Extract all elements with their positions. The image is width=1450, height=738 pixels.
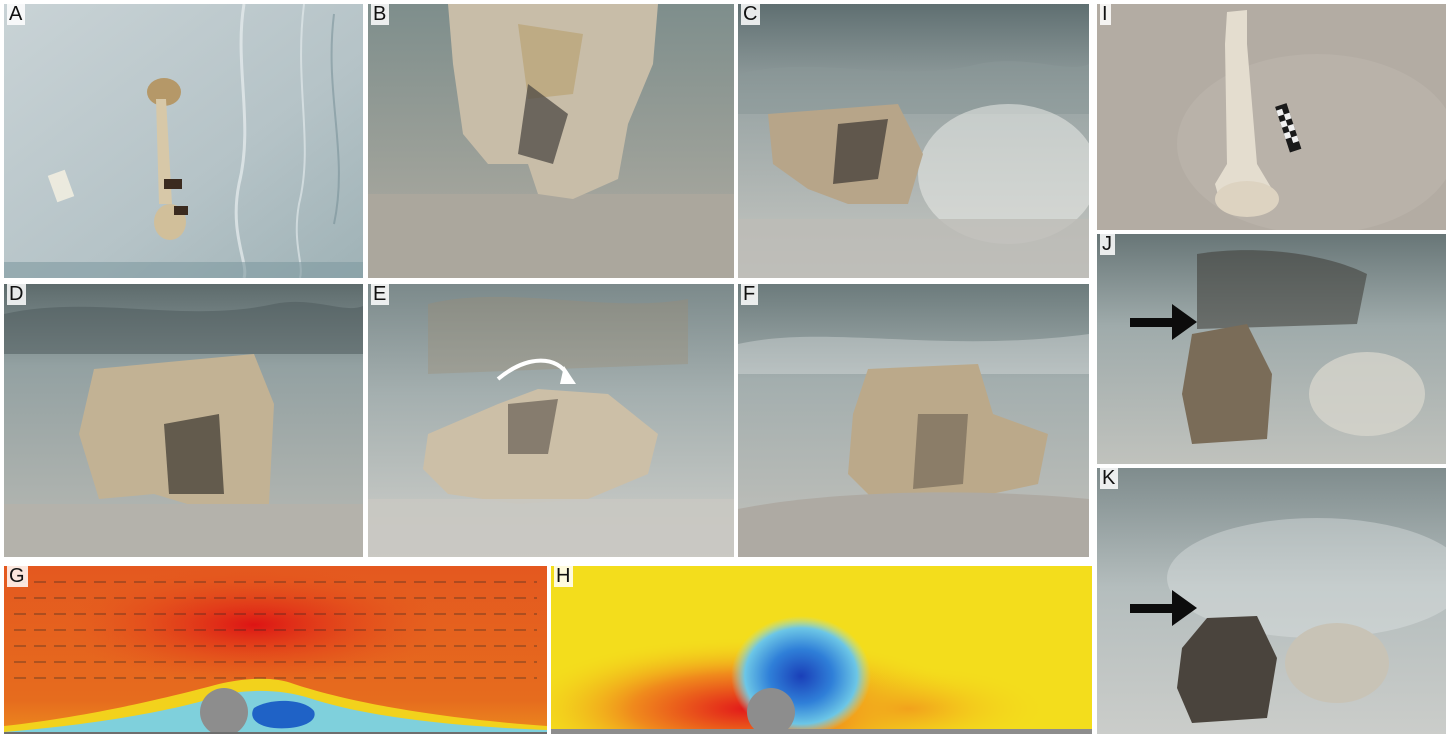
panel-j: J xyxy=(1097,234,1446,464)
panel-h: H xyxy=(551,566,1092,734)
panel-a-label: A xyxy=(7,4,26,25)
bone-icon xyxy=(448,4,658,199)
bone-icon xyxy=(147,78,188,240)
panel-h-pressure-field xyxy=(551,566,1092,734)
panel-e-label: E xyxy=(371,284,390,305)
panel-c-label: C xyxy=(741,4,761,25)
bone-icon xyxy=(1215,10,1279,217)
panel-g-label: G xyxy=(7,566,28,587)
panel-b-photo xyxy=(368,4,734,278)
bone-icon xyxy=(768,104,923,204)
panel-d: D xyxy=(4,284,363,557)
panel-c-photo xyxy=(738,4,1089,278)
panel-b-label: B xyxy=(371,4,390,25)
panel-a: A xyxy=(4,4,363,278)
panel-i-label: I xyxy=(1100,4,1111,25)
black-arrow-icon xyxy=(1130,304,1197,340)
bone-icon xyxy=(423,389,658,504)
panel-d-photo xyxy=(4,284,363,557)
bone-icon xyxy=(1177,616,1389,723)
panel-k: K xyxy=(1097,468,1446,734)
curved-arrow-icon xyxy=(496,358,576,384)
panel-k-photo xyxy=(1097,468,1446,734)
panel-c: C xyxy=(738,4,1089,278)
panel-g-velocity-field xyxy=(4,566,547,734)
panel-j-photo xyxy=(1097,234,1446,464)
panel-f-photo xyxy=(738,284,1089,557)
panel-e-photo xyxy=(368,284,734,557)
panel-i: I xyxy=(1097,4,1446,230)
bone-icon xyxy=(848,364,1048,504)
panel-i-photo xyxy=(1097,4,1446,230)
panel-g: G xyxy=(4,566,547,734)
panel-b: B xyxy=(368,4,734,278)
bone-icon xyxy=(1182,324,1425,444)
panel-j-label: J xyxy=(1100,234,1115,255)
panel-k-label: K xyxy=(1100,468,1119,489)
bone-icon xyxy=(79,354,274,509)
panel-d-label: D xyxy=(7,284,27,305)
panel-a-photo xyxy=(4,4,363,278)
panel-e: E xyxy=(368,284,734,557)
black-arrow-icon xyxy=(1130,590,1197,626)
panel-f-label: F xyxy=(741,284,759,305)
panel-h-label: H xyxy=(554,566,574,587)
panel-f: F xyxy=(738,284,1089,557)
scale-bar-icon xyxy=(1275,103,1302,153)
